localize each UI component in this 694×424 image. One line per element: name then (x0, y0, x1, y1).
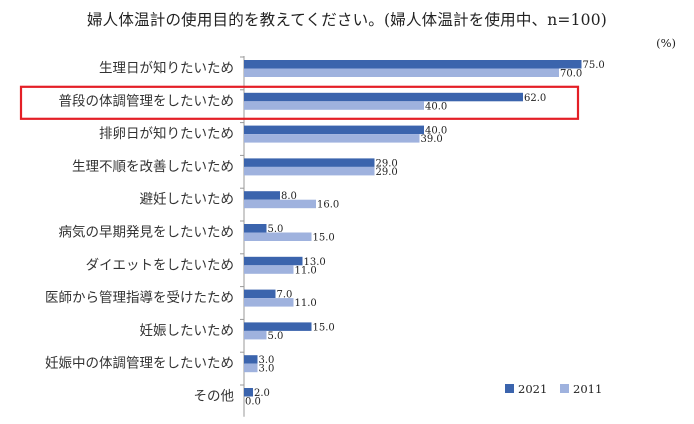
category-label: ダイエットをしたいため (86, 257, 234, 273)
data-label-2021: 5.0 (268, 224, 284, 235)
data-label-2011: 16.0 (317, 200, 339, 211)
data-label-2011: 15.0 (313, 233, 335, 244)
bar-2021 (244, 92, 523, 102)
category-label: 生理日が知りたいため (99, 60, 234, 77)
highlight-box (19, 85, 580, 120)
bar-2021 (244, 289, 276, 299)
data-label-2011: 3.0 (259, 364, 275, 375)
data-label-2021: 2.0 (254, 388, 270, 399)
bar-2011 (244, 298, 294, 307)
bar-2011 (244, 330, 267, 340)
category-label: 妊娠中の体調管理をしたいため (45, 356, 234, 372)
legend-swatch-2021 (505, 384, 514, 393)
bar-2011 (244, 265, 294, 274)
bar-2021 (244, 158, 375, 167)
legend-label-2011: 2011 (573, 382, 602, 396)
data-label-2021: 40.0 (425, 126, 447, 137)
bar-2021 (244, 322, 312, 331)
data-label-2011: 5.0 (268, 331, 284, 342)
bar-2021 (244, 355, 258, 364)
legend-label-2021: 2021 (518, 382, 547, 396)
bar-2021 (244, 256, 303, 266)
data-label-2011: 29.0 (376, 167, 398, 178)
data-label-2021: 15.0 (313, 322, 335, 333)
category-label: 排卵日が知りたいため (99, 125, 234, 142)
bar-2021 (244, 60, 582, 69)
bar-2021 (244, 125, 424, 135)
category-label: その他 (194, 389, 235, 405)
category-label: 普段の体調管理をしたいため (59, 93, 235, 109)
bar-2011 (244, 232, 312, 241)
data-label-2021: 3.0 (259, 355, 275, 366)
bar-2011 (244, 134, 420, 143)
data-label-2021: 8.0 (281, 191, 297, 202)
data-label-2021: 62.0 (524, 93, 546, 104)
bar-2011 (244, 68, 559, 77)
data-label-2011: 0.0 (245, 397, 261, 408)
bar-2011 (244, 166, 375, 176)
bar-2021 (244, 388, 253, 397)
data-label-2021: 7.0 (277, 290, 293, 301)
data-label-2011: 11.0 (295, 298, 317, 309)
bar-2021 (244, 191, 280, 200)
category-label: 病気の早期発見をしたいため (59, 225, 235, 241)
category-label: 医師から管理指導を受けたため (45, 290, 234, 306)
bar-2011 (244, 199, 316, 209)
data-label-2021: 75.0 (583, 60, 605, 71)
data-label-2011: 70.0 (560, 69, 582, 80)
category-label: 生理不順を改善したいため (72, 159, 234, 175)
legend-swatch-2011 (560, 384, 569, 393)
data-label-2021: 29.0 (376, 158, 398, 169)
data-label-2011: 40.0 (425, 101, 447, 112)
bar-2011 (244, 101, 424, 110)
category-label: 妊娠したいため (140, 323, 235, 339)
data-label-2021: 13.0 (304, 257, 326, 268)
bar-2021 (244, 224, 267, 233)
data-label-2011: 39.0 (421, 134, 443, 145)
chart-title: 婦人体温計の使用目的を教えてください。(婦人体温計を使用中、n=100) (86, 11, 608, 29)
unit-label: (%) (656, 36, 676, 50)
bar-2011 (244, 363, 258, 373)
data-label-2011: 11.0 (295, 265, 317, 276)
category-label: 避妊したいため (140, 192, 235, 208)
